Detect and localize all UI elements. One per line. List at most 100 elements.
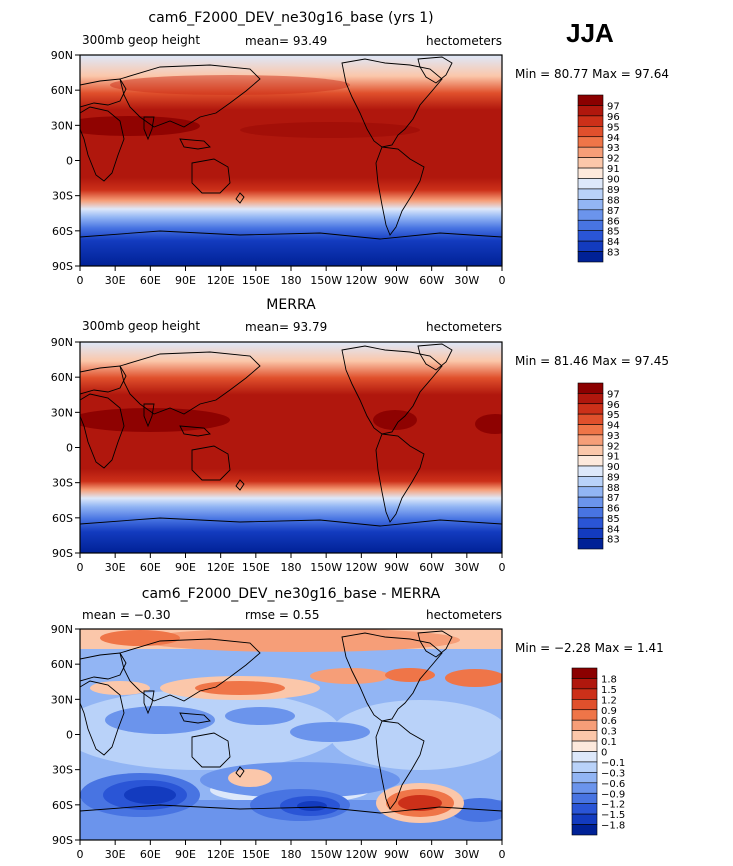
colorbar-swatch: [577, 403, 604, 415]
lon-tick-label: 30E: [105, 274, 126, 287]
colorbar-label: 0.1: [601, 737, 617, 748]
panel-right-label: hectometers: [426, 320, 502, 334]
colorbar-label: 95: [607, 410, 620, 421]
panel-title: MERRA: [266, 297, 316, 313]
lon-tick-label: 0: [499, 274, 506, 287]
colorbar-swatch: [577, 476, 604, 488]
lat-tick-label: 90S: [52, 834, 73, 847]
colorbar-swatch: [577, 219, 604, 231]
lat-tick-label: 60S: [52, 225, 73, 238]
lat-tick-label: 0: [66, 729, 73, 742]
panel-left-label: 300mb geop height: [82, 33, 200, 47]
lon-tick-label: 150W: [310, 561, 342, 574]
colorbar-swatch: [571, 792, 598, 804]
lon-tick-label: 60W: [419, 274, 444, 287]
longitude-axis: 0 30E 60E 90E 120E 150E 180 150W 120W 90W 60W 30W 0: [77, 553, 506, 574]
colorbar-swatch: [571, 761, 598, 773]
colorbar-label: 87: [607, 493, 620, 504]
lon-tick-label: 30W: [454, 274, 479, 287]
lon-tick-label: 30E: [105, 848, 126, 861]
lon-tick-label: 90W: [384, 274, 409, 287]
lat-tick-label: 30N: [51, 119, 73, 132]
colorbar-label: 89: [607, 472, 620, 483]
colorbar-label: 91: [607, 452, 620, 463]
colorbar-label: 84: [607, 524, 620, 535]
colorbar-swatch: [577, 178, 604, 190]
colorbar-label: 93: [607, 143, 620, 154]
panel-minmax: Min = 80.77 Max = 97.64: [515, 67, 669, 81]
colorbar-label: −0.3: [601, 768, 625, 779]
colorbar-swatch: [571, 824, 598, 836]
lon-tick-label: 0: [499, 561, 506, 574]
colorbar-swatch: [577, 240, 604, 252]
colorbar-label: 91: [607, 164, 620, 175]
lat-tick-label: 30N: [51, 406, 73, 419]
colorbar-swatch: [577, 105, 604, 117]
colorbar-swatch: [577, 199, 604, 211]
panel-minmax: Min = 81.46 Max = 97.45: [515, 354, 669, 368]
colorbar-label: −0.9: [601, 789, 625, 800]
colorbar-swatch: [577, 444, 604, 456]
colorbar-swatch: [571, 667, 598, 679]
lat-tick-label: 30S: [52, 764, 73, 777]
lat-tick-label: 90N: [51, 623, 73, 636]
colorbar-label: 97: [607, 389, 620, 400]
lon-tick-label: 150E: [242, 848, 270, 861]
colorbar-swatch: [571, 782, 598, 794]
lon-tick-label: 180: [281, 561, 302, 574]
panel-title: cam6_F2000_DEV_ne30g16_base (yrs 1): [148, 10, 433, 26]
lon-tick-label: 60E: [140, 274, 161, 287]
colorbar-swatch: [577, 157, 604, 169]
colorbar-label: 95: [607, 122, 620, 133]
lon-tick-label: 60W: [419, 561, 444, 574]
colorbar-swatch: [577, 393, 604, 405]
colorbar-swatch: [577, 517, 604, 529]
colorbar-label: 0.6: [601, 716, 617, 727]
lon-tick-label: 120E: [207, 561, 235, 574]
lon-tick-label: 120E: [207, 848, 235, 861]
lon-tick-label: 60E: [140, 848, 161, 861]
colorbar-swatch: [571, 772, 598, 784]
colorbar-swatch: [571, 688, 598, 700]
colorbar-label: 83: [607, 535, 620, 546]
colorbar-label: 85: [607, 514, 620, 525]
contour-field: [80, 629, 502, 840]
lon-tick-label: 30W: [454, 848, 479, 861]
colorbar-label: 93: [607, 431, 620, 442]
colorbar-label: 86: [607, 504, 620, 515]
lat-tick-label: 60S: [52, 799, 73, 812]
colorbar-swatch: [571, 751, 598, 763]
colorbar-label: 90: [607, 175, 620, 186]
colorbar-label: 94: [607, 421, 620, 432]
panel-title: cam6_F2000_DEV_ne30g16_base - MERRA: [142, 586, 441, 602]
latitude-axis: 90N 60N 30N 0 30S 60S 90S: [51, 49, 80, 273]
panel-merra: MERRA 300mb geop height mean= 93.79 hect…: [51, 297, 669, 574]
lat-tick-label: 90N: [51, 49, 73, 62]
lat-tick-label: 30N: [51, 693, 73, 706]
lon-tick-label: 90E: [175, 848, 196, 861]
lon-tick-label: 90W: [384, 848, 409, 861]
latitude-axis: 90N 60N 30N 0 30S 60S 90S: [51, 336, 80, 560]
lat-tick-label: 0: [66, 155, 73, 168]
lat-tick-label: 60S: [52, 512, 73, 525]
panel-left-label: 300mb geop height: [82, 319, 200, 333]
season-label: JJA: [566, 18, 614, 48]
panel-center-label: mean= 93.79: [245, 320, 327, 334]
lon-tick-label: 150E: [242, 274, 270, 287]
colorbar-label: 86: [607, 216, 620, 227]
lon-tick-label: 120W: [345, 274, 377, 287]
lon-tick-label: 180: [281, 274, 302, 287]
lon-tick-label: 0: [77, 561, 84, 574]
lat-tick-label: 30S: [52, 190, 73, 203]
colorbar-label: −0.1: [601, 758, 625, 769]
colorbar-swatch: [571, 740, 598, 752]
panel-model: cam6_F2000_DEV_ne30g16_base (yrs 1) 300m…: [51, 10, 669, 287]
colorbar-swatch: [571, 803, 598, 815]
colorbar-label: 89: [607, 185, 620, 196]
lon-tick-label: 180: [281, 848, 302, 861]
colorbar-label: 94: [607, 133, 620, 144]
colorbar-label: 88: [607, 483, 620, 494]
